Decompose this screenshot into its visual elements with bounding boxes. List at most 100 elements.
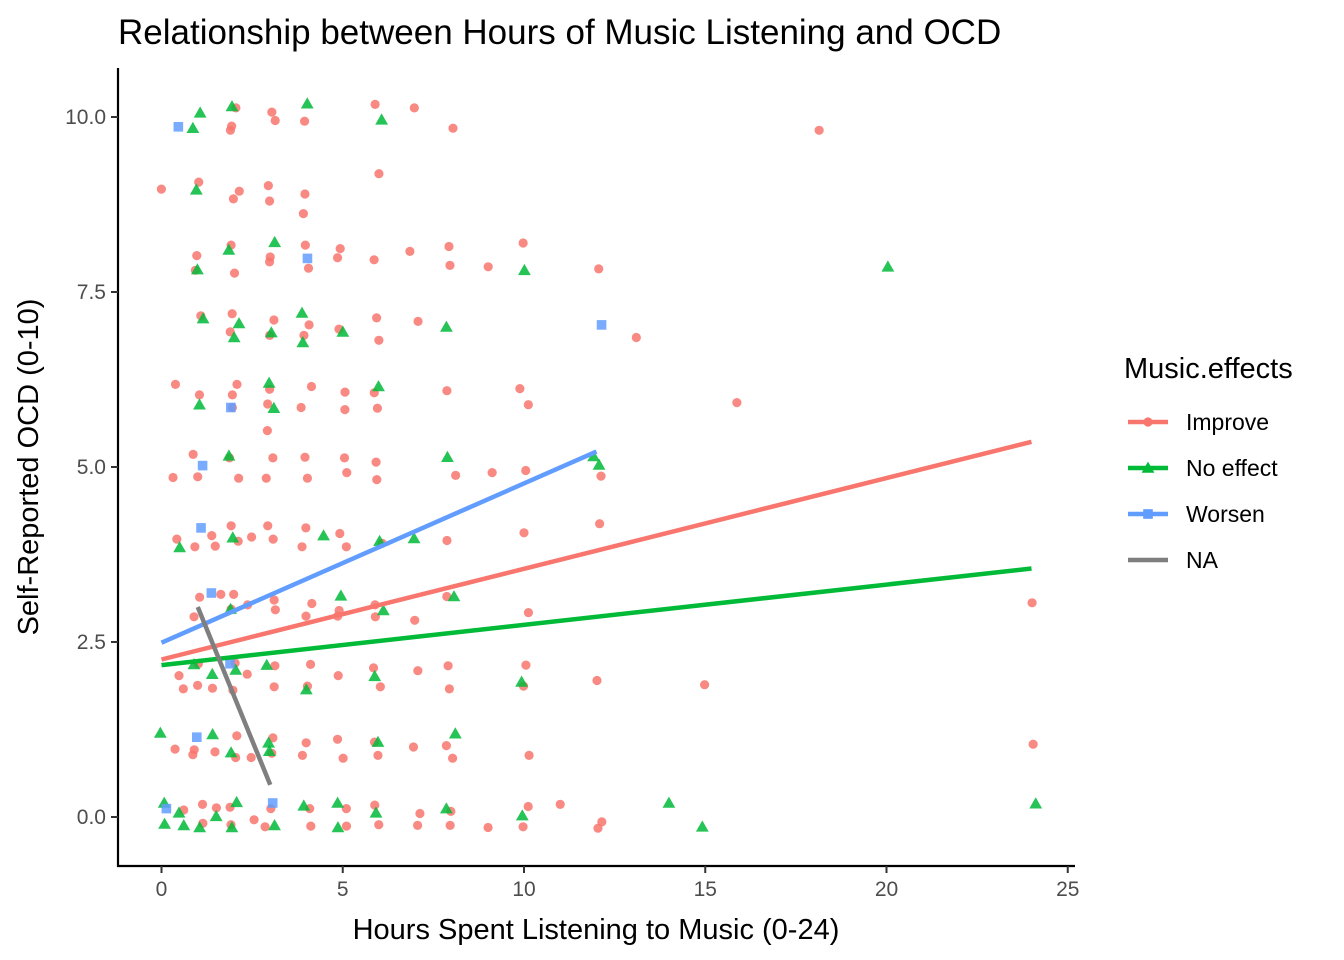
data-point <box>205 667 219 679</box>
data-point <box>232 731 242 741</box>
data-point <box>413 820 423 831</box>
data-point <box>270 115 280 126</box>
points-layer <box>153 97 1043 833</box>
data-point <box>170 379 181 389</box>
data-point <box>225 125 236 135</box>
data-point <box>332 253 343 263</box>
data-point <box>268 453 278 463</box>
data-point <box>881 260 895 272</box>
data-point <box>814 125 824 135</box>
data-point <box>269 315 279 325</box>
data-point <box>524 750 534 761</box>
data-point <box>178 684 188 694</box>
data-point <box>441 741 451 751</box>
data-point <box>193 398 206 410</box>
data-point <box>304 320 314 330</box>
data-point <box>158 817 171 829</box>
data-point <box>372 403 383 413</box>
data-point <box>334 589 348 601</box>
data-point <box>445 260 455 270</box>
data-point <box>331 796 345 808</box>
data-point <box>262 376 276 388</box>
data-point <box>262 426 272 436</box>
legend-entry-na: NA <box>1128 547 1219 573</box>
data-point <box>190 263 204 275</box>
data-point <box>209 809 223 822</box>
data-point <box>193 680 203 691</box>
data-point <box>222 449 236 461</box>
data-point <box>297 799 311 811</box>
data-point <box>173 541 187 553</box>
data-point <box>1028 739 1038 749</box>
data-point <box>190 542 200 552</box>
data-point <box>260 822 270 832</box>
data-point <box>234 186 244 196</box>
data-point <box>593 823 603 833</box>
data-point <box>226 402 236 413</box>
data-point <box>332 734 343 744</box>
x-tick-label: 20 <box>875 878 898 901</box>
data-point <box>307 598 317 609</box>
data-point <box>447 590 461 602</box>
data-point <box>518 822 528 832</box>
data-point <box>224 746 238 758</box>
data-point <box>443 661 453 671</box>
data-point <box>342 468 352 478</box>
legend-entry-worsen: Worsen <box>1128 501 1265 527</box>
data-point <box>440 320 453 332</box>
data-point <box>305 659 316 670</box>
data-point <box>515 809 529 821</box>
data-point <box>592 458 606 470</box>
x-tick-label: 0 <box>156 878 168 901</box>
data-point <box>186 121 200 133</box>
data-point <box>555 799 565 810</box>
data-point <box>232 379 242 389</box>
legend-label: Worsen <box>1186 501 1265 527</box>
data-point <box>195 592 205 602</box>
data-point <box>188 449 198 459</box>
data-point <box>369 255 379 265</box>
data-point <box>442 386 452 396</box>
data-point <box>301 738 311 748</box>
data-point <box>270 605 280 615</box>
x-tick-label: 10 <box>512 878 535 901</box>
data-point <box>368 669 382 682</box>
data-point <box>232 317 246 329</box>
data-point <box>193 472 203 482</box>
data-point <box>370 800 380 810</box>
data-point <box>196 312 210 324</box>
data-point <box>267 798 278 808</box>
data-point <box>445 820 455 831</box>
data-point <box>222 243 236 255</box>
data-point <box>228 194 239 204</box>
data-point <box>372 380 385 392</box>
data-point <box>518 263 531 276</box>
data-point <box>189 183 203 195</box>
data-point <box>194 390 205 400</box>
data-point <box>369 806 383 818</box>
data-point <box>341 804 351 814</box>
data-point <box>207 531 217 541</box>
data-point <box>227 390 237 400</box>
data-point <box>521 465 531 476</box>
data-point <box>192 251 202 261</box>
data-point <box>300 240 310 250</box>
data-point <box>230 795 244 808</box>
data-point <box>519 528 529 538</box>
data-point <box>225 658 235 669</box>
data-point <box>373 750 383 761</box>
data-point <box>296 402 306 413</box>
legend-title: Music.effects <box>1124 353 1293 385</box>
legend-swatch-marker <box>1143 509 1153 519</box>
data-point <box>341 821 352 831</box>
data-point <box>299 116 310 126</box>
data-point <box>370 99 380 109</box>
data-point <box>662 796 676 808</box>
data-point <box>297 750 308 761</box>
data-point <box>229 268 240 278</box>
data-point <box>260 658 274 670</box>
data-point <box>295 306 309 318</box>
legend: Music.effects Improve No effect Worsen NA <box>1124 353 1293 573</box>
legend-entries: Improve No effect Worsen NA <box>1128 409 1278 573</box>
